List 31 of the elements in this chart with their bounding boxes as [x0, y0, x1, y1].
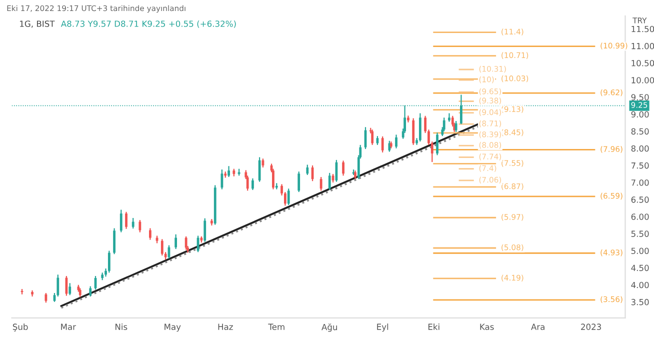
- y-tick-label: 7.00: [631, 179, 649, 186]
- y-tick-label: 9.00: [631, 111, 649, 118]
- x-tick-label: Ağu: [322, 324, 337, 332]
- x-tick-label: Tem: [268, 324, 284, 330]
- y-tick-label: 5.00: [631, 248, 649, 254]
- y-tick-label: 8.00: [631, 145, 649, 152]
- chart-subtitle: A8.73 Y9.57 D8.71 K9.25 +0.55 (+6.32%): [60, 20, 236, 28]
- y-tick-label: 4.50: [631, 264, 649, 272]
- x-tick-label: Kas: [480, 324, 494, 330]
- x-tick-label: Haz: [218, 324, 233, 330]
- y-tick-label: 3.50: [631, 298, 649, 306]
- y-tick-label: 4.00: [631, 282, 649, 288]
- chart-title: 1G, BIST: [20, 20, 55, 28]
- y-tick-label: 11.00: [632, 42, 654, 50]
- x-tick-label: Eyl: [377, 324, 388, 332]
- y-tick-label: 10.50: [632, 60, 654, 66]
- y-tick-label: 6.50: [631, 196, 649, 203]
- y-tick-label: 9.50: [631, 94, 649, 100]
- x-tick-label: Şub: [12, 324, 28, 332]
- y-tick-label: 8.50: [631, 128, 649, 135]
- x-tick-label: Nis: [116, 324, 128, 330]
- x-tick-label: Eki: [428, 324, 440, 330]
- x-tick-label: May: [164, 324, 181, 332]
- y-tick-label: 5.50: [631, 230, 649, 237]
- x-tick-label: 2023: [581, 324, 601, 330]
- y-tick-label: 11.50: [632, 26, 654, 32]
- y-tick-label: 6.00: [631, 214, 649, 220]
- y-tick-label: 10.00: [632, 77, 654, 84]
- x-tick-label: Ara: [531, 324, 544, 330]
- y-tick-label: 7.50: [631, 162, 649, 169]
- x-tick-label: Mar: [61, 324, 76, 330]
